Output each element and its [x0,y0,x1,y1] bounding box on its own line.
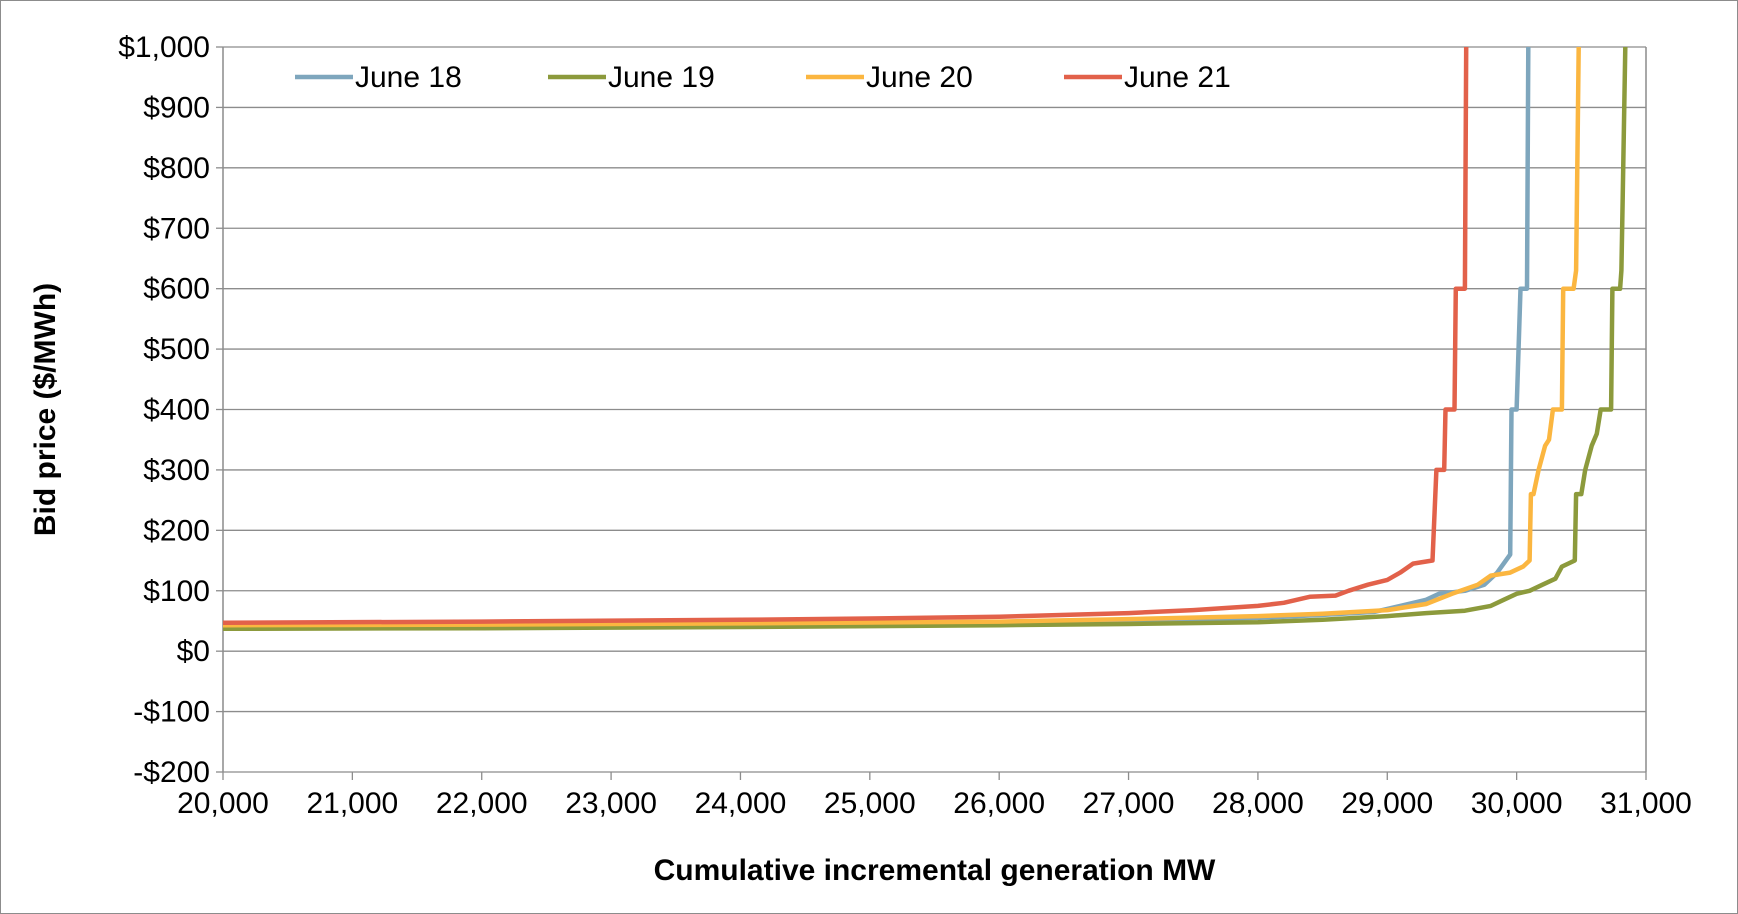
x-tick-label-10: 30,000 [1471,787,1563,820]
x-tick-label-9: 29,000 [1341,787,1433,820]
series-line-june-18 [222,46,1531,630]
x-axis-title: Cumulative incremental generation MW [654,854,1216,887]
y-axis-title: Bid price ($/MWh) [29,283,62,536]
x-tick-label-11: 31,000 [1600,787,1692,820]
y-tick-label-7: $300 [143,454,210,487]
y-tick-label-3: $700 [143,212,210,245]
y-tick-label-5: $500 [143,333,210,366]
y-tick-label-12: -$200 [133,756,210,789]
x-tick-label-4: 24,000 [695,787,787,820]
legend-label-june-18: June 18 [355,61,462,94]
y-tick-label-10: $0 [177,635,210,668]
x-tick-label-1: 21,000 [306,787,398,820]
y-tick-label-8: $200 [143,514,210,547]
x-tick-label-3: 23,000 [565,787,657,820]
y-tick-label-6: $400 [143,394,210,427]
x-tick-labels: 20,000 21,000 22,000 23,000 24,000 25,000 26,0… [177,787,1692,820]
gridlines [223,46,1646,773]
legend-label-june-20: June 20 [866,61,973,94]
y-tick-labels: $1,000 $900 $800 $700 $600 $500 $400 $300 $200 $1… [118,31,210,789]
x-tick-label-5: 25,000 [824,787,916,820]
series-lines [222,46,1628,632]
x-tick-label-7: 27,000 [1083,787,1175,820]
x-tick-label-6: 26,000 [953,787,1045,820]
legend: June 18 June 19 June 20 June 21 [295,61,1231,94]
y-tick-label-0: $1,000 [118,31,210,64]
x-tick-label-8: 28,000 [1212,787,1304,820]
series-line-june-21 [222,46,1469,626]
y-tick-label-9: $100 [143,575,210,608]
legend-label-june-21: June 21 [1124,61,1231,94]
y-tick-label-2: $800 [143,152,210,185]
axes [216,46,1647,780]
y-tick-label-1: $900 [143,91,210,124]
x-tick-label-0: 20,000 [177,787,269,820]
series-line-june-20 [222,46,1581,628]
series-line-june-19 [222,46,1628,632]
y-tick-label-4: $600 [143,273,210,306]
x-tick-label-2: 22,000 [436,787,528,820]
legend-label-june-19: June 19 [608,61,715,94]
y-tick-label-11: -$100 [133,696,210,729]
